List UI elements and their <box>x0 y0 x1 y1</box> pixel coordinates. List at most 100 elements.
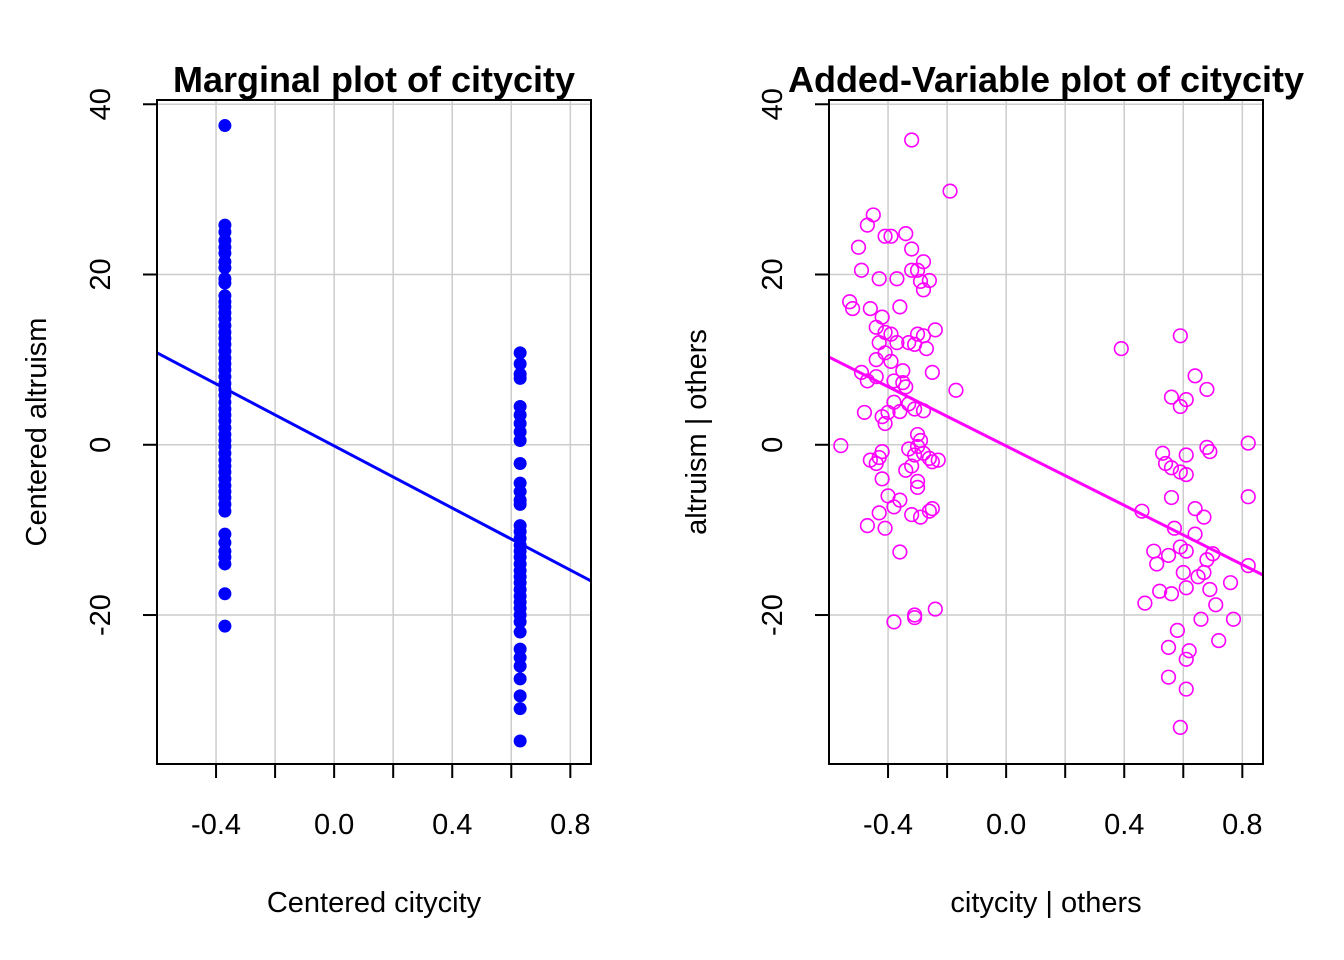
added-variable-plot-point <box>1172 328 1188 344</box>
added-variable-plot-point <box>886 614 902 630</box>
added-variable-plot-point <box>1113 340 1129 357</box>
added-variable-plot-point <box>862 300 878 317</box>
added-variable-plot-point <box>1160 547 1177 564</box>
added-variable-plot-point <box>909 473 926 489</box>
added-variable-plot-y-axis: -20 0 20 40 <box>757 88 829 636</box>
marginal-plot-point <box>218 619 232 633</box>
marginal-plot-title: Marginal plot of citycity <box>173 59 575 100</box>
added-variable-plot-point <box>1152 583 1168 599</box>
added-variable-plot-point <box>1208 597 1224 613</box>
added-variable-plot-point <box>1163 389 1180 405</box>
marginal-plot-point <box>513 625 527 639</box>
added-variable-plot-point <box>868 319 884 335</box>
added-variable-plot-point <box>868 455 884 472</box>
added-variable-plot-point <box>1172 398 1188 415</box>
marginal-plot-points <box>218 119 527 748</box>
added-variable-plot-point <box>1178 580 1194 596</box>
marginal-plot-point <box>218 119 232 133</box>
marginal-plot-frame <box>156 99 592 765</box>
added-variable-plot-y-tick-label: 40 <box>757 88 789 120</box>
added-variable-plot-point <box>1178 651 1194 667</box>
added-variable-plot-point <box>886 499 902 515</box>
added-variable-plot-point <box>877 228 893 244</box>
added-variable-plot-point <box>907 609 923 626</box>
added-variable-plot-point <box>1211 632 1227 649</box>
added-variable-plot-point <box>868 352 884 368</box>
added-variable-plot-point <box>924 454 940 470</box>
added-variable-plot-point <box>1202 581 1218 598</box>
added-variable-plot-point <box>912 273 929 289</box>
added-variable-plot-point <box>1187 501 1203 517</box>
added-variable-plot-point <box>853 262 870 278</box>
marginal-plot-point <box>513 456 527 470</box>
added-variable-plot-point <box>1240 435 1256 451</box>
marginal-plot-x-tick-label: 0.4 <box>432 809 472 841</box>
added-variable-plot-grid <box>829 100 1263 764</box>
marginal-plot-point <box>513 357 527 371</box>
added-variable-plot-y-tick-label: 0 <box>757 437 789 453</box>
added-variable-plot-point <box>865 207 881 223</box>
marginal-plot-point <box>513 689 527 703</box>
added-variable-plot-point <box>1199 439 1215 455</box>
added-variable-plot-x-tick-label: 0.4 <box>1104 809 1144 841</box>
added-variable-plot-point <box>898 379 914 395</box>
marginal-plot-x-tick-label: 0.0 <box>314 809 354 841</box>
added-variable-plot-point <box>892 544 908 560</box>
added-variable-plot-point <box>1187 368 1203 384</box>
added-variable-plot-point <box>845 300 861 317</box>
added-variable-plot-point <box>1160 669 1177 685</box>
marginal-plot-x-tick-label: 0.8 <box>550 809 590 841</box>
added-variable-plot-point <box>871 271 887 287</box>
added-variable-plot-point <box>904 132 920 148</box>
added-variable-plot-point <box>909 326 926 342</box>
added-variable-plot-y-tick-label: -20 <box>757 594 789 636</box>
marginal-plot-panel: -0.4 0.0 0.4 0.8 -20 0 20 40 Marginal plot of … <box>21 59 592 919</box>
added-variable-plot-point <box>1175 564 1191 581</box>
added-variable-plot-point <box>895 363 911 379</box>
added-variable-plot-point <box>1240 489 1256 505</box>
added-variable-plot-point <box>874 409 890 425</box>
added-variable-plot-x-axis: -0.4 0.0 0.4 0.8 <box>863 764 1262 841</box>
marginal-plot-point <box>513 497 527 511</box>
added-variable-plot-point <box>901 335 917 351</box>
added-variable-plot-point <box>912 509 929 525</box>
added-variable-plot-x-tick-label: 0.8 <box>1222 809 1262 841</box>
added-variable-plot-point <box>889 335 905 351</box>
added-variable-plot-point <box>859 518 875 534</box>
added-variable-plot-point <box>1199 381 1215 398</box>
added-variable-plot-fit-line <box>828 355 1264 577</box>
added-variable-plot-point <box>924 501 940 517</box>
added-variable-plot-point <box>1222 575 1239 591</box>
added-variable-plot-point <box>859 217 875 233</box>
added-variable-plot-point <box>942 183 958 199</box>
marginal-plot-point <box>513 734 527 748</box>
added-variable-plot-point <box>895 375 911 391</box>
added-variable-plot-point <box>907 401 923 417</box>
added-variable-plot-point <box>871 335 887 351</box>
added-variable-plot-point <box>883 228 899 244</box>
added-variable-plot-point <box>1163 489 1180 506</box>
added-variable-plot-point <box>909 262 926 278</box>
added-variable-plot-point <box>871 505 887 521</box>
marginal-plot-point <box>513 371 527 385</box>
added-variable-plot-point <box>915 282 932 298</box>
added-variable-plot-point <box>1178 447 1194 463</box>
added-variable-plot-y-label: altruism | others <box>681 329 713 535</box>
added-variable-plot-y-tick-label: 20 <box>757 258 789 290</box>
added-variable-plot-panel: -0.4 0.0 0.4 0.8 -20 0 20 40 Added-Variable pl… <box>681 59 1304 919</box>
added-variable-plot-x-tick-label: 0.0 <box>986 809 1026 841</box>
added-variable-plot-point <box>948 382 964 398</box>
added-variable-plot-point <box>1178 466 1194 483</box>
marginal-plot-point <box>513 659 527 673</box>
marginal-plot-point <box>218 504 232 518</box>
marginal-plot-point <box>218 557 232 571</box>
marginal-plot-point <box>218 276 232 290</box>
added-variable-plot-point <box>1190 569 1206 585</box>
added-variable-plot-point <box>1181 643 1197 659</box>
added-variable-plot-point <box>1202 443 1218 460</box>
added-variable-plot-point <box>842 294 858 310</box>
added-variable-plot-point <box>904 506 920 523</box>
added-variable-plot-point <box>927 601 943 617</box>
added-variable-plot-point <box>850 239 867 255</box>
added-variable-plot-points <box>833 132 1256 735</box>
